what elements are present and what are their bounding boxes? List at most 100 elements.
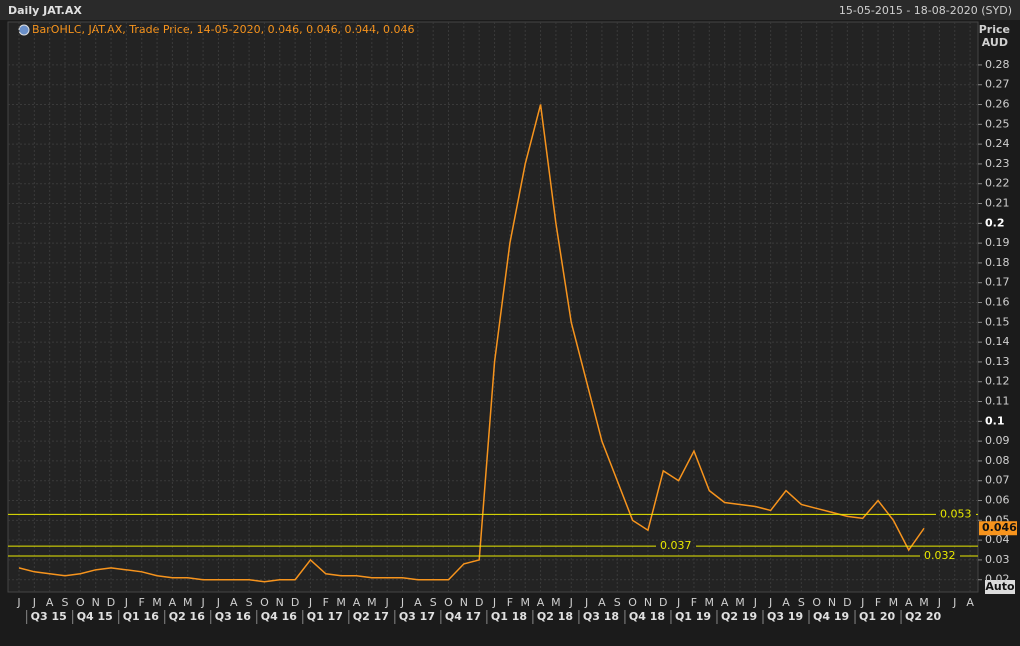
auto-button-label[interactable]: Auto [985, 580, 1015, 593]
y-tick-label: 0.24 [985, 137, 1010, 150]
y-tick-label: 0.14 [985, 335, 1010, 348]
x-tick-label: F [507, 596, 513, 609]
x-tick-label: J [400, 596, 404, 609]
x-tick-label: A [353, 596, 361, 609]
quarter-label: Q2 17 [353, 610, 389, 623]
x-tick-label: A [230, 596, 238, 609]
x-tick-label: M [152, 596, 162, 609]
x-tick-label: N [828, 596, 836, 609]
y-tick-label: 0.06 [985, 494, 1010, 507]
y-tick-label: 0.23 [985, 157, 1010, 170]
x-tick-label: J [216, 596, 220, 609]
y-tick-label: 0.27 [985, 78, 1010, 91]
x-tick-label: D [291, 596, 299, 609]
x-tick-label: J [200, 596, 204, 609]
x-tick-label: M [705, 596, 715, 609]
quarter-label: Q2 18 [537, 610, 573, 623]
x-tick-label: A [169, 596, 177, 609]
x-tick-label: M [367, 596, 377, 609]
y-tick-label: 0.25 [985, 117, 1010, 130]
x-tick-label: D [659, 596, 667, 609]
last-price-label: 0.046 [982, 521, 1017, 534]
x-tick-label: F [139, 596, 145, 609]
quarter-label: Q3 15 [31, 610, 67, 623]
x-tick-label: M [919, 596, 929, 609]
x-tick-label: F [691, 596, 697, 609]
y-tick-label: 0.13 [985, 355, 1010, 368]
quarter-label: Q1 17 [307, 610, 343, 623]
y-tick-label: 0.09 [985, 434, 1010, 447]
x-tick-label: S [430, 596, 437, 609]
y-axis-unit: AUD [982, 36, 1008, 49]
quarter-label: Q3 17 [399, 610, 435, 623]
quarter-label: Q4 15 [77, 610, 113, 623]
x-tick-label: M [520, 596, 530, 609]
quarter-label: Q1 18 [491, 610, 527, 623]
x-tick-label: A [905, 596, 913, 609]
price-line [18, 104, 925, 583]
y-axis-label: Price [979, 23, 1010, 36]
x-tick-label: F [323, 596, 329, 609]
x-tick-label: J [569, 596, 573, 609]
x-tick-label: O [260, 596, 269, 609]
y-tick-label: 0.2 [985, 216, 1005, 229]
header-bar [0, 0, 1020, 20]
quarter-label: Q3 18 [583, 610, 619, 623]
quarter-label: Q3 16 [215, 610, 251, 623]
level-label: 0.032 [924, 549, 956, 562]
y-tick-label: 0.16 [985, 296, 1010, 309]
y-tick-label: 0.1 [985, 414, 1005, 427]
x-tick-label: J [124, 596, 128, 609]
auto-button[interactable] [985, 580, 1015, 594]
x-tick-label: J [492, 596, 496, 609]
x-tick-label: O [628, 596, 637, 609]
legend-icon[interactable] [18, 24, 30, 36]
quarter-label: Q1 19 [675, 610, 711, 623]
x-tick-label: O [812, 596, 821, 609]
x-tick-label: J [16, 596, 20, 609]
x-tick-label: A [598, 596, 606, 609]
legend-text: BarOHLC, JAT.AX, Trade Price, 14-05-2020… [32, 23, 415, 36]
x-tick-label: J [860, 596, 864, 609]
y-tick-label: 0.21 [985, 197, 1010, 210]
y-tick-label: 0.19 [985, 236, 1010, 249]
x-tick-label: D [843, 596, 851, 609]
quarter-label: Q2 16 [169, 610, 205, 623]
date-range: 15-05-2015 - 18-08-2020 (SYD) [839, 4, 1012, 17]
x-tick-label: A [966, 596, 974, 609]
y-tick-label: 0.22 [985, 177, 1010, 190]
x-tick-label: A [721, 596, 729, 609]
last-price-box [979, 521, 1017, 536]
level-label: 0.037 [660, 539, 692, 552]
y-tick-label: 0.02 [985, 573, 1010, 586]
x-tick-label: D [475, 596, 483, 609]
quarter-label: Q4 18 [629, 610, 665, 623]
y-tick-label: 0.28 [985, 58, 1010, 71]
x-tick-label: S [62, 596, 69, 609]
y-tick-label: 0.17 [985, 276, 1010, 289]
quarter-label: Q2 20 [905, 610, 941, 623]
x-tick-label: A [782, 596, 790, 609]
quarter-label: Q4 19 [813, 610, 849, 623]
x-tick-label: M [735, 596, 745, 609]
chart-title: Daily JAT.AX [8, 4, 82, 17]
x-tick-label: A [46, 596, 54, 609]
x-tick-label: D [107, 596, 115, 609]
y-tick-label: 0.07 [985, 474, 1010, 487]
quarter-label: Q2 19 [721, 610, 757, 623]
x-tick-label: J [32, 596, 36, 609]
y-tick-label: 0.04 [985, 533, 1010, 546]
x-tick-label: O [444, 596, 453, 609]
x-tick-label: J [952, 596, 956, 609]
x-tick-label: J [937, 596, 941, 609]
x-tick-label: A [414, 596, 422, 609]
x-tick-label: N [644, 596, 652, 609]
x-tick-label: M [183, 596, 193, 609]
x-tick-label: S [246, 596, 253, 609]
x-tick-label: O [76, 596, 85, 609]
x-tick-label: J [768, 596, 772, 609]
y-tick-label: 0.03 [985, 553, 1010, 566]
y-tick-label: 0.12 [985, 375, 1010, 388]
quarter-label: Q1 20 [859, 610, 895, 623]
